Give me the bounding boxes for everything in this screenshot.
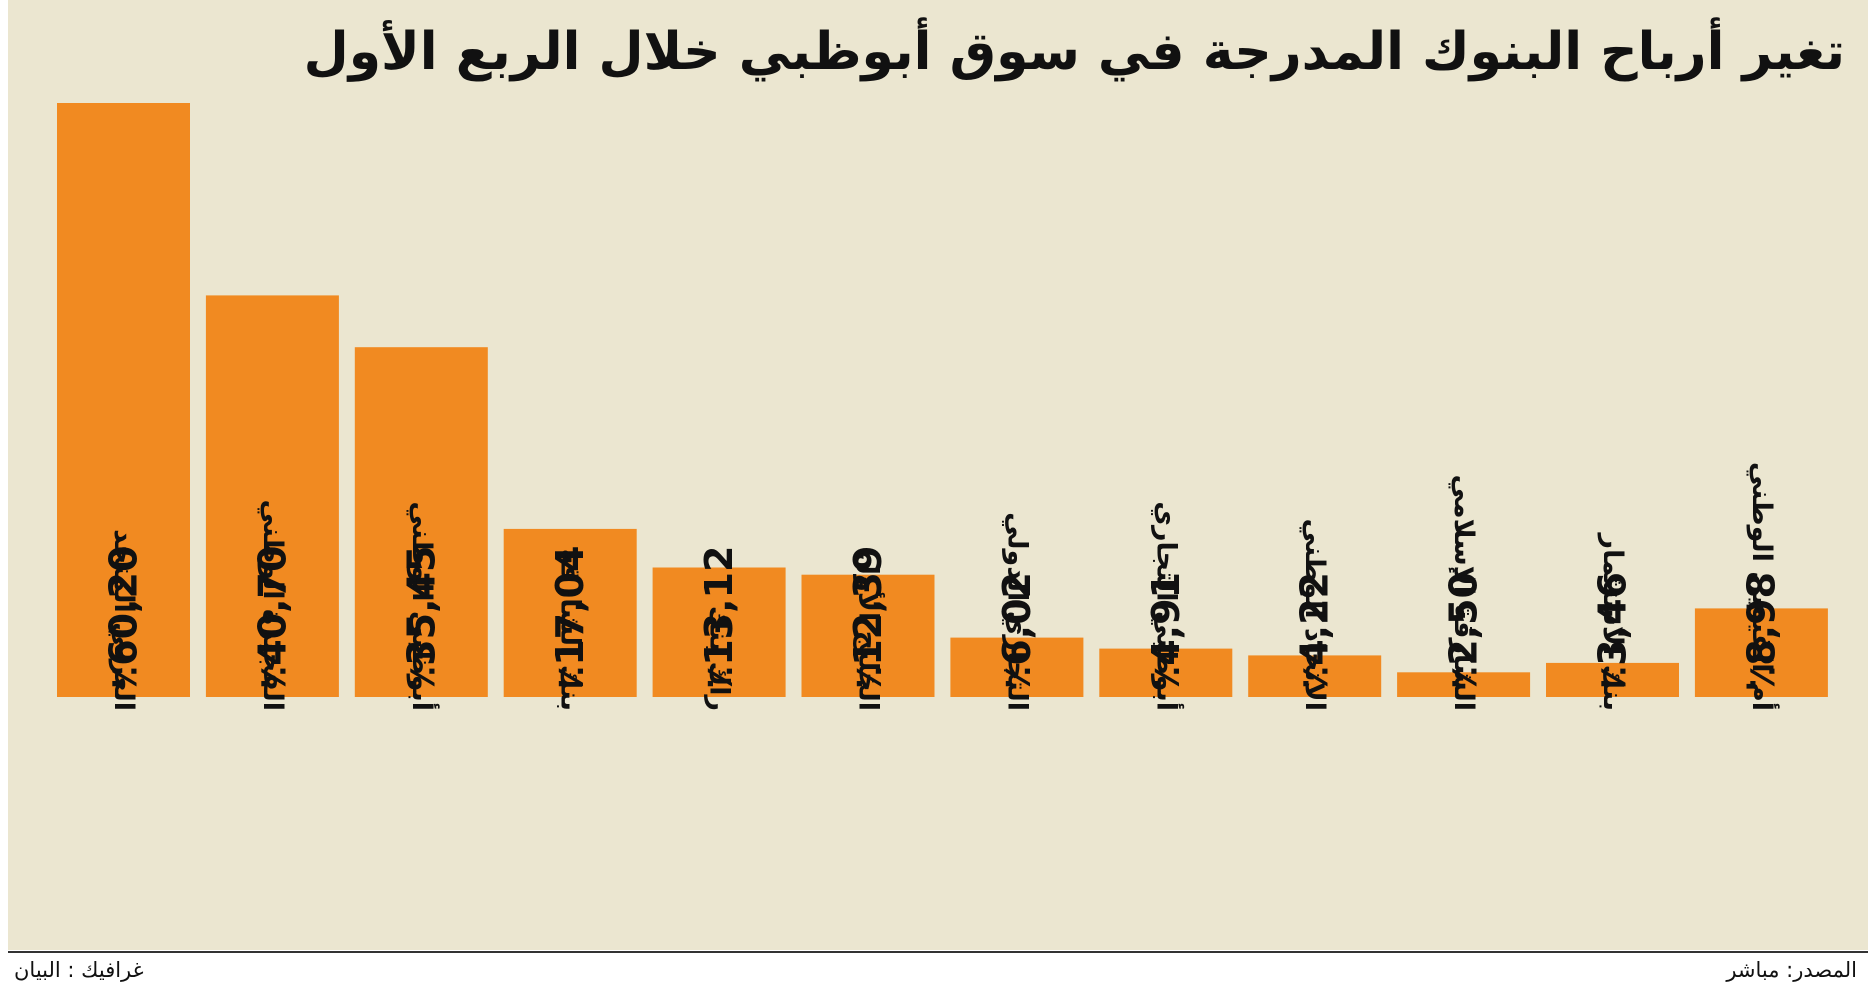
bar-4: [503, 528, 637, 697]
category-label-11: بنك الاستثمار: [1597, 532, 1628, 711]
value-label-4: ٪17,04: [548, 546, 592, 689]
category-label-1: العربي المتحد: [108, 529, 139, 711]
category-label-12: أم القيوين الوطني: [1746, 462, 1780, 711]
category-label-6: الخليج الأول: [853, 552, 886, 711]
bar-6: [801, 574, 935, 697]
value-label-9: ٪4,22: [1293, 572, 1337, 689]
footer-rule: [8, 951, 1868, 953]
bar-10: [1397, 672, 1531, 697]
value-label-7: ٪6,02: [995, 572, 1039, 689]
bar-8: [1099, 648, 1233, 697]
value-label-12: ٪8,98: [1739, 572, 1783, 689]
value-label-8: ٪4,91: [1144, 572, 1188, 689]
bar-7: [950, 637, 1084, 697]
category-label-5: راك بنك: [704, 606, 735, 711]
category-label-10: الشارقة الإسلامي: [1448, 475, 1479, 711]
category-label-2: الفجيرة الوطني: [257, 499, 288, 711]
value-label-11: ٪3,46: [1591, 572, 1635, 689]
category-label-4: بنك الشارقة: [555, 549, 586, 711]
bar-11: [1546, 662, 1679, 697]
bar-3: [354, 347, 488, 697]
bar-1: [57, 103, 190, 697]
bar-2: [205, 295, 339, 697]
category-label-3: أبوظبي الوطني: [406, 501, 440, 711]
value-label-6: ٪12,39: [846, 546, 890, 689]
category-label-9: الاتحاد الوطني: [1299, 519, 1330, 711]
value-label-10: ٪2,50: [1442, 572, 1486, 689]
value-label-3: ٪35,45: [399, 546, 443, 689]
value-label-1: ٪60,20: [102, 546, 146, 689]
value-label-2: ٪40,70: [250, 546, 294, 689]
chart-title: تغير أرباح البنوك المدرجة في سوق أبوظبي …: [303, 22, 1845, 82]
category-label-8: أبوظبي التجاري: [1150, 501, 1184, 711]
bar-chart: ٪60,20 ٪40,70 ٪35,45 ٪17,04 ٪13,12 ٪12,39 ٪6,0…: [57, 103, 1828, 711]
source-note: المصدر: مباشر: [1726, 958, 1857, 982]
bar-5: [652, 567, 786, 697]
bar-12: [1694, 608, 1828, 697]
category-label-7: التجاري الدولي: [1001, 512, 1032, 711]
value-label-5: ٪13,12: [697, 546, 741, 689]
bar-9: [1248, 655, 1382, 697]
graphic-credit: غرافيك : البيان: [14, 958, 144, 982]
